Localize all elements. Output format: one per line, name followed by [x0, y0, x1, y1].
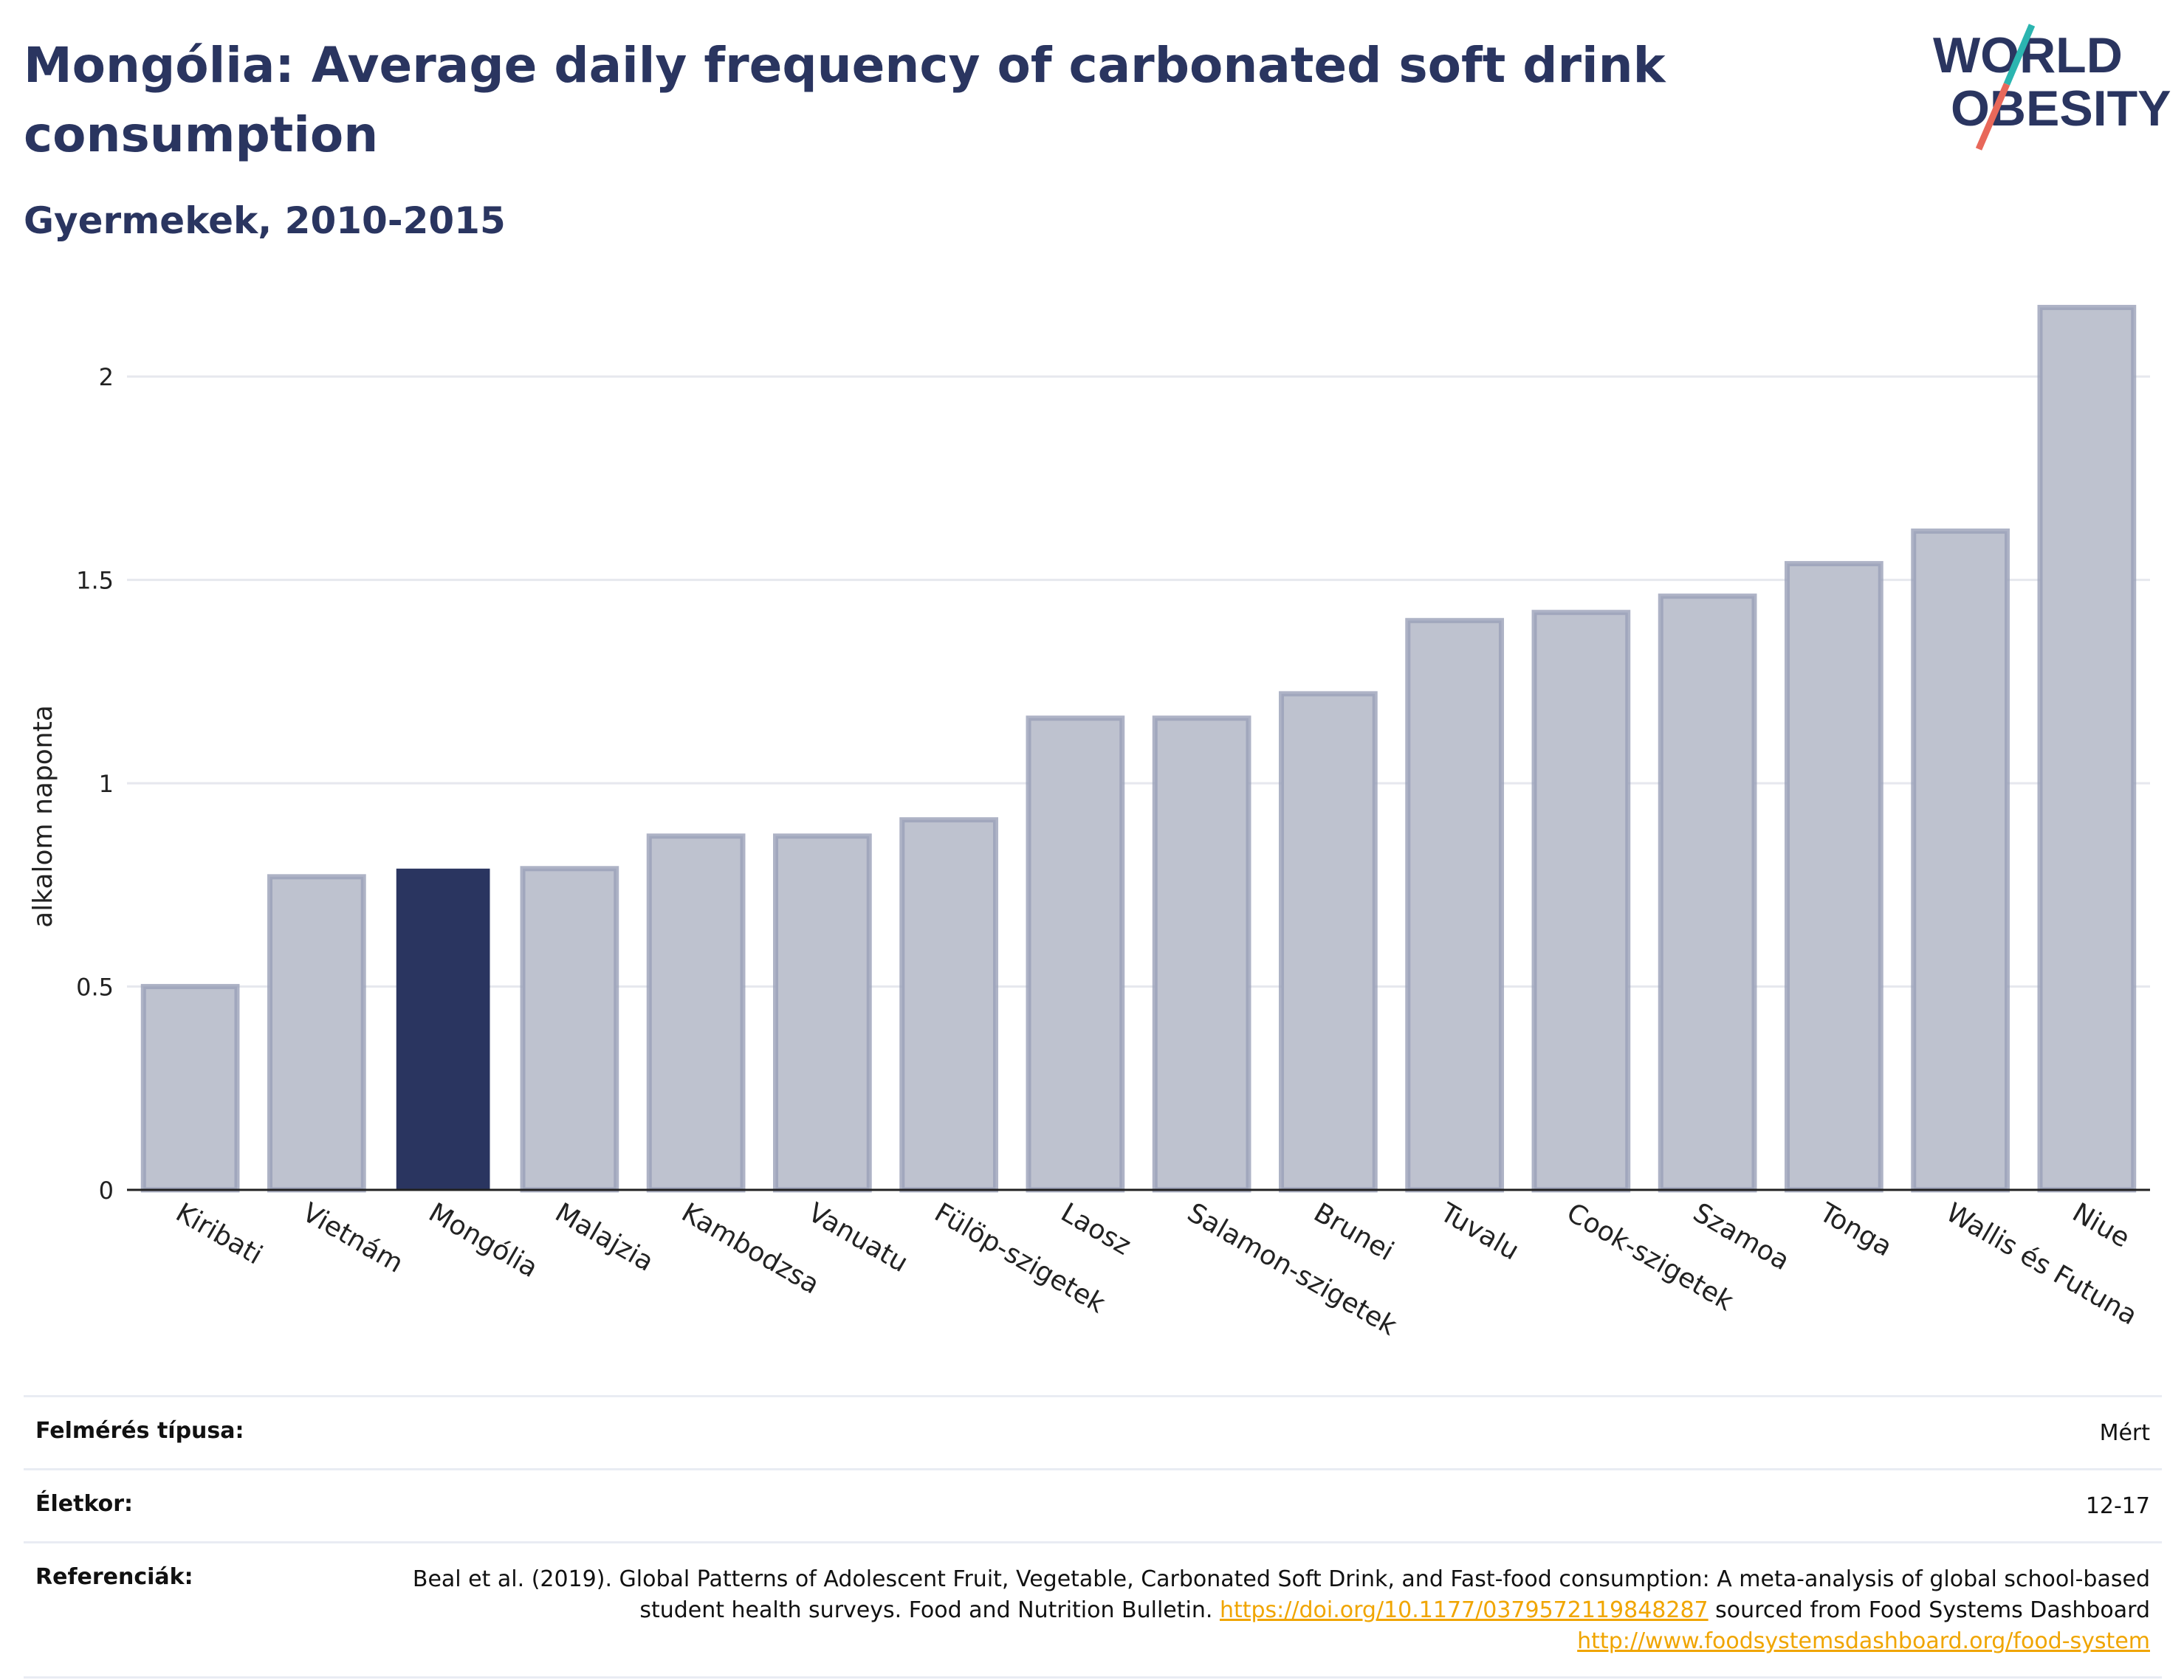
bar-7 — [1026, 715, 1125, 1193]
x-tick-label: Kambodzsa — [676, 1197, 824, 1300]
bar-chart: 0 0.5 1 1.5 2 Kiribati Vietnám Mongólia Malajzi… — [28, 305, 2150, 1342]
bar-5 — [773, 833, 872, 1193]
bar-10 — [1405, 618, 1504, 1193]
bar-15 — [2037, 305, 2137, 1193]
page-subtitle: Gyermekek, 2010-2015 — [24, 199, 506, 242]
info-table: Felmérés típusa: Mért Életkor: 12-17 Ref… — [24, 1395, 2162, 1679]
reference-source-text: sourced from Food Systems Dashboard — [1715, 1597, 2150, 1623]
x-tick-label: Brunei — [1308, 1197, 1398, 1267]
bar-11 — [1531, 610, 1631, 1193]
info-row-survey: Felmérés típusa: Mért — [24, 1395, 2162, 1468]
age-label: Életkor: — [35, 1491, 134, 1517]
reference-text: Beal et al. (2019). Global Patterns of A… — [412, 1566, 2150, 1623]
bar-6 — [899, 817, 998, 1193]
logo-slash-teal — [2003, 24, 2036, 86]
x-tick-label: Malajzia — [550, 1197, 659, 1278]
y-tick-label: 1.5 — [76, 567, 114, 595]
y-tick-label: 1 — [99, 770, 114, 798]
info-row-references: Referenciák: Beal et al. (2019). Global … — [24, 1541, 2162, 1679]
bar-13 — [1785, 561, 1883, 1193]
y-axis-label: alkalom naponta — [28, 705, 58, 928]
x-tick-label: Laosz — [1056, 1197, 1136, 1261]
bar-0 — [140, 984, 240, 1193]
x-tick-label: Vietnám — [297, 1197, 408, 1279]
y-tick-label: 0 — [99, 1177, 114, 1205]
bar-2 — [396, 868, 490, 1190]
y-tick-label: 2 — [99, 363, 114, 391]
references-value: Beal et al. (2019). Global Patterns of A… — [378, 1564, 2150, 1657]
bar-3 — [520, 866, 619, 1193]
x-tick-label: Szamoa — [1688, 1197, 1794, 1276]
page-title: Mongólia: Average daily frequency of car… — [24, 37, 1666, 163]
info-row-age: Életkor: 12-17 — [24, 1468, 2162, 1541]
x-tick-label: Mongólia — [424, 1197, 543, 1284]
survey-type-label: Felmérés típusa: — [35, 1418, 244, 1444]
bar-9 — [1279, 691, 1378, 1193]
bars — [140, 305, 2137, 1193]
x-tick-label: Tonga — [1814, 1197, 1898, 1263]
world-obesity-logo: WORLD OBESITY — [1933, 24, 2171, 151]
x-tick-label: Tuvalu — [1435, 1197, 1524, 1267]
doi-link[interactable]: https://doi.org/10.1177/0379572119848287 — [1219, 1597, 1709, 1623]
bar-8 — [1152, 715, 1251, 1193]
bar-12 — [1658, 593, 1757, 1193]
x-tick-label: Kiribati — [171, 1197, 267, 1270]
x-tick-labels: Kiribati Vietnám Mongólia Malajzia Kambodzsa… — [171, 1197, 2142, 1342]
y-tick-label: 0.5 — [76, 974, 114, 1002]
y-tick-labels: 0 0.5 1 1.5 2 — [76, 363, 114, 1205]
references-label: Referenciák: — [35, 1564, 193, 1590]
bar-1 — [267, 874, 366, 1193]
x-tick-label: Vanuatu — [803, 1197, 913, 1278]
survey-type-value: Mért — [2099, 1420, 2150, 1446]
dashboard-link[interactable]: http://www.foodsystemsdashboard.org/food… — [1577, 1628, 2150, 1654]
logo-slash-red — [1975, 83, 2010, 151]
x-tick-label: Salamon-szigetek — [1182, 1197, 1401, 1341]
x-tick-label: Niue — [2067, 1197, 2135, 1253]
bar-14 — [1911, 529, 2010, 1193]
age-value: 12-17 — [2085, 1493, 2150, 1519]
bar-4 — [646, 833, 746, 1193]
